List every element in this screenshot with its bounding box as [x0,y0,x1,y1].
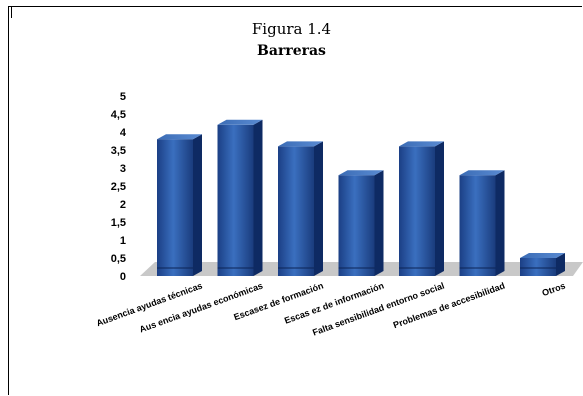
bar-front [459,175,496,276]
bar-top [217,119,263,125]
bar-top [399,141,444,147]
y-tick-label: 3 [120,163,126,175]
bar-front [338,175,375,276]
bar [338,170,384,276]
bar-front [157,139,193,276]
y-tick-label: 4,5 [111,109,126,121]
x-category-label: Otros [541,280,567,298]
y-tick-label: 2,5 [111,181,126,193]
bar-side [253,119,263,276]
bar [157,134,202,276]
bar-side [314,141,323,276]
frame-corner-mark [11,6,12,18]
bar-top [338,170,384,176]
y-tick-label: 4 [120,127,127,139]
bars [157,119,565,276]
bar-side [556,253,565,276]
bar-top [157,134,202,140]
x-category-label: Problemas de accesibilidad [392,280,506,330]
bar [520,253,565,276]
figure-frame [8,6,582,395]
bar [399,141,444,276]
chart-title: Barreras [257,43,326,59]
bar-top [520,253,565,258]
bar [217,119,263,276]
y-tick-label: 1,5 [111,217,126,229]
y-tick-label: 5 [120,91,126,103]
bar-front [520,258,556,276]
y-tick-label: 0 [120,271,126,283]
bar-side [374,170,384,276]
bar-front [399,146,435,276]
bar-top [278,141,323,147]
bar [278,141,323,276]
y-tick-label: 0,5 [111,253,126,265]
bar-side [435,141,444,276]
y-axis-ticks: 0 0,5 1 1,5 2 2,5 3 3,5 4 4,5 5 [111,91,127,283]
bar-front [217,124,254,276]
bar-front [278,146,314,276]
bar-side [193,134,202,276]
figure-label: Figura 1.4 [251,20,332,38]
bar [459,170,505,276]
bar-side [495,170,505,276]
y-tick-label: 3,5 [111,145,126,157]
y-tick-label: 2 [120,199,126,211]
y-tick-label: 1 [120,235,126,247]
bar-top [459,170,505,176]
